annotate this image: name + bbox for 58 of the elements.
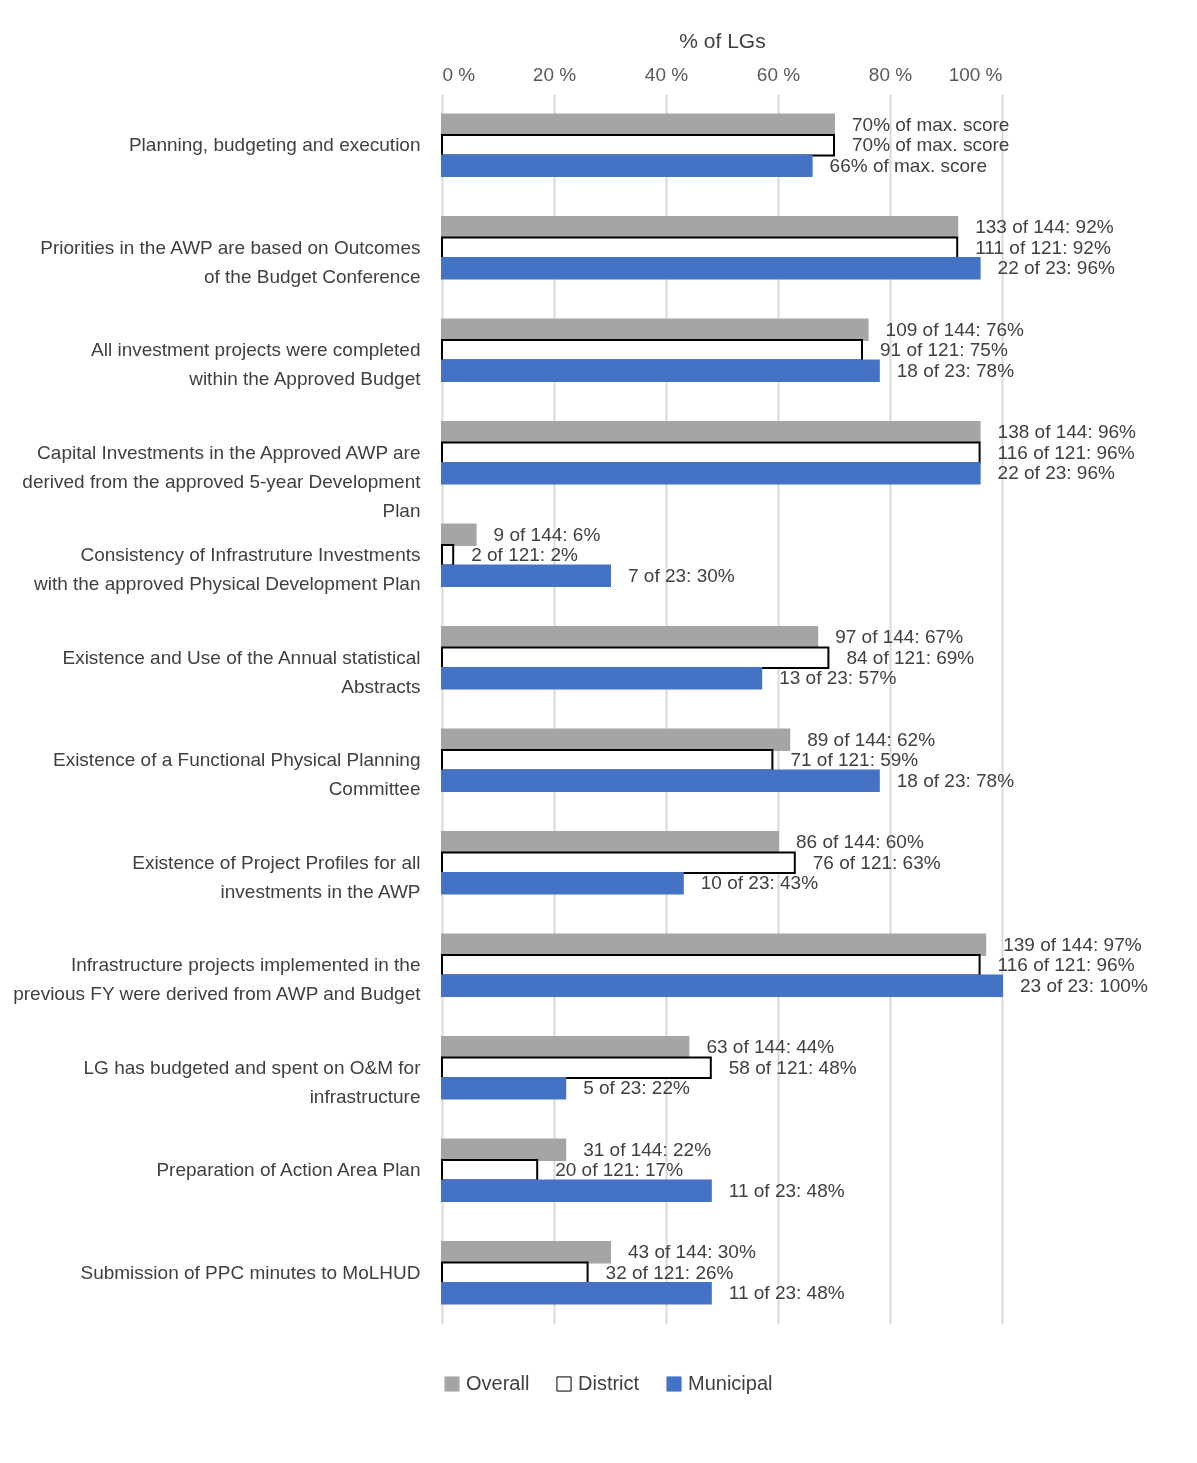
data-label: 66% of max. score bbox=[829, 154, 987, 176]
y-tick-label: All investment projects were completed within the Approved Budget bbox=[91, 339, 422, 390]
y-tick-label: LG has budgeted and spent on O&M for infrastructure bbox=[83, 1056, 422, 1107]
data-label: 111 of 121: 92% bbox=[975, 236, 1111, 258]
y-tick-label: Existence of a Functional Physical Planning Committee bbox=[52, 749, 421, 800]
x-tick-label: 40 % bbox=[644, 63, 689, 85]
data-label: 71 of 121: 59% bbox=[790, 749, 919, 771]
data-label: 13 of 23: 57% bbox=[779, 667, 897, 689]
data-label: 22 of 23: 96% bbox=[997, 462, 1115, 484]
data-label: 9 of 144: 6% bbox=[493, 523, 601, 545]
data-label: 89 of 144: 62% bbox=[807, 728, 936, 750]
data-label: 86 of 144: 60% bbox=[796, 831, 924, 853]
data-label: 18 of 23: 78% bbox=[896, 769, 1015, 791]
y-tick-label: Preparation of Action Area Plan bbox=[156, 1159, 421, 1181]
y-tick-label: Existence and Use of the Annual statistical Abstracts bbox=[62, 646, 421, 697]
y-tick-label: Submission of PPC minutes to MoLHUD bbox=[80, 1261, 421, 1283]
data-label: 91 of 121: 75% bbox=[880, 339, 1008, 361]
data-label: 116 of 121: 96% bbox=[997, 954, 1135, 976]
legend-label: Overall bbox=[466, 1372, 530, 1394]
data-label: 18 of 23: 78% bbox=[896, 359, 1015, 381]
legend-label: District bbox=[578, 1372, 640, 1394]
x-tick-label: 20 % bbox=[532, 63, 577, 85]
data-label: 76 of 121: 63% bbox=[812, 851, 941, 873]
data-label: 2 of 121: 2% bbox=[471, 544, 578, 566]
data-label: 133 of 144: 92% bbox=[975, 216, 1114, 238]
y-tick-label: Infrastructure projects implemented in the previous FY were derived from AWP and Budget bbox=[13, 954, 422, 1005]
data-label: 31 of 144: 22% bbox=[583, 1138, 712, 1160]
x-tick-label: 80 % bbox=[868, 63, 913, 85]
y-tick-label: Planning, budgeting and execution bbox=[128, 134, 421, 156]
x-tick-label: 100 % bbox=[948, 63, 1003, 85]
y-tick-label: Existence of Project Profiles for all investments in the AWP bbox=[132, 851, 421, 902]
y-tick-label: Consistency of Infrastruture Investments with the approved Physical Development Plan bbox=[32, 544, 421, 595]
data-label: 43 of 144: 30% bbox=[628, 1241, 756, 1263]
data-label: 138 of 144: 96% bbox=[997, 421, 1137, 443]
data-label: 84 of 121: 69% bbox=[846, 646, 975, 668]
data-label: 11 of 23: 48% bbox=[728, 1179, 845, 1201]
x-axis-title: % of LGs bbox=[679, 28, 766, 52]
data-label: 63 of 144: 44% bbox=[706, 1036, 835, 1058]
data-label: 58 of 121: 48% bbox=[728, 1056, 857, 1078]
y-tick-label: Priorities in the AWP are based on Outcomes of the Budget Conference bbox=[40, 236, 421, 287]
data-label: 32 of 121: 26% bbox=[605, 1261, 734, 1283]
data-label: 20 of 121: 17% bbox=[555, 1159, 684, 1181]
legend-label: Municipal bbox=[688, 1372, 773, 1394]
data-label: 22 of 23: 96% bbox=[997, 257, 1115, 279]
data-label: 5 of 23: 22% bbox=[583, 1077, 690, 1099]
data-label: 10 of 23: 43% bbox=[700, 872, 819, 894]
x-tick-label: 0 % bbox=[442, 63, 476, 85]
data-label: 97 of 144: 67% bbox=[835, 626, 964, 648]
y-tick-label: Capital Investments in the Approved AWP are derived from the approved 5-year Development Plan bbox=[22, 441, 422, 521]
data-label: 70% of max. score bbox=[852, 134, 1010, 156]
data-label: 7 of 23: 30% bbox=[628, 564, 735, 586]
data-label: 11 of 23: 48% bbox=[728, 1282, 845, 1304]
data-label: 139 of 144: 97% bbox=[1003, 933, 1142, 955]
x-tick-label: 60 % bbox=[756, 63, 801, 85]
data-label: 23 of 23: 100% bbox=[1020, 974, 1148, 996]
data-label: 70% of max. score bbox=[852, 113, 1010, 135]
data-label: 116 of 121: 96% bbox=[997, 441, 1135, 463]
data-label: 109 of 144: 76% bbox=[885, 318, 1025, 340]
